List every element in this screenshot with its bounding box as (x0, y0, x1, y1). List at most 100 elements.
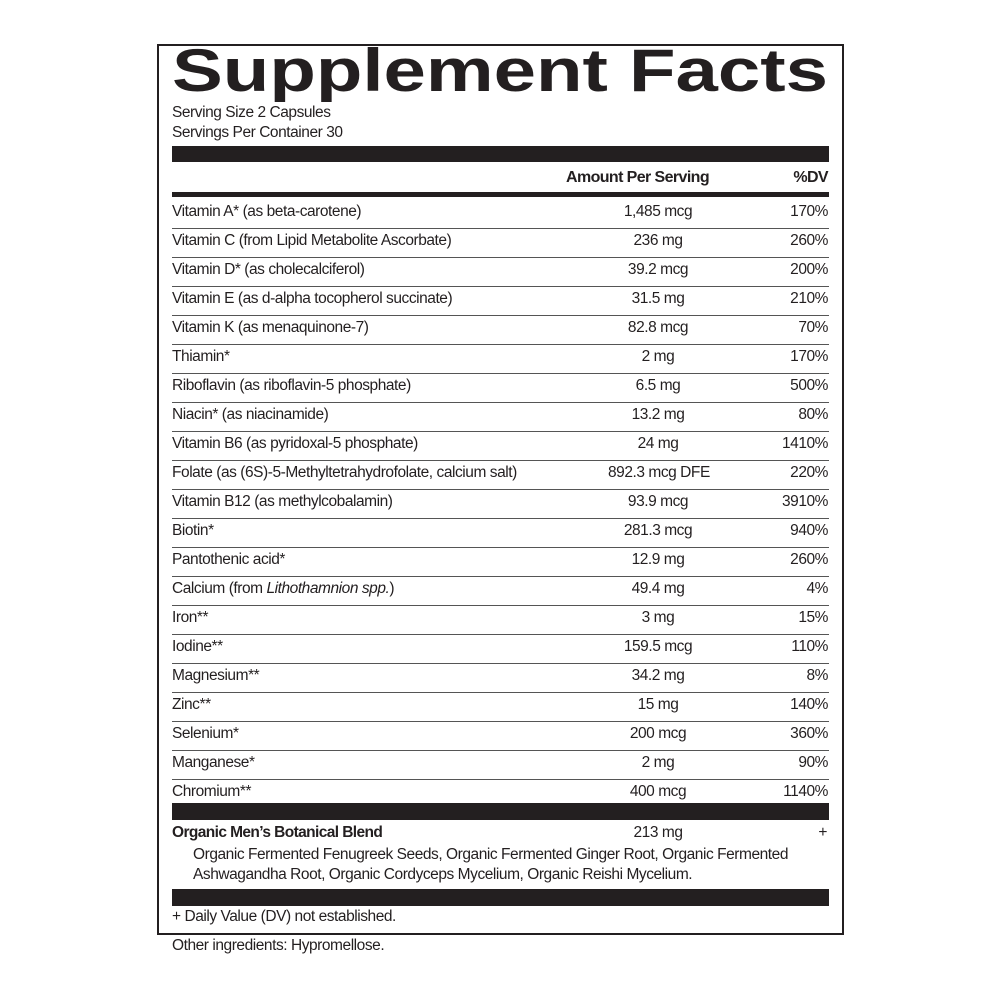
nutrient-amount: 236 mg (633, 232, 683, 249)
nutrient-dv: 220% (790, 464, 828, 481)
nutrient-dv: 170% (790, 348, 828, 365)
nutrient-name-text: Calcium (from (172, 580, 267, 597)
nutrient-dv: 3910% (781, 493, 828, 510)
nutrient-amount: 24 mg (637, 435, 679, 452)
nutrient-amount: 15 mg (637, 696, 679, 713)
nutrient-name-text: Selenium* (172, 725, 239, 742)
nutrient-name-text: Pantothenic acid* (172, 551, 285, 568)
nutrient-amount: 34.2 mg (631, 667, 685, 684)
nutrient-name-text: Thiamin* (172, 348, 230, 365)
panel-title: Supplement Facts (172, 44, 828, 102)
nutrient-dv: 170% (790, 203, 828, 220)
nutrient-name-text: Biotin* (172, 522, 214, 539)
nutrient-name: Vitamin E (as d-alpha tocopherol succina… (172, 290, 453, 308)
nutrient-dv: 1140% (783, 783, 828, 800)
nutrient-amount: 3 mg (641, 609, 675, 626)
nutrient-dv: 15% (798, 609, 828, 626)
nutrient-dv: 260% (790, 232, 828, 249)
other-ingredients: Other ingredients: Hypromellose. (172, 937, 385, 954)
nutrient-dv: 110% (791, 638, 828, 655)
nutrient-row: Vitamin A* (as beta-carotene) 1,485 mcg 17… (172, 199, 829, 229)
nutrient-amount: 2 mg (641, 754, 675, 771)
nutrient-name-italic: Lithothamnion spp. (266, 580, 390, 597)
nutrient-row: Pantothenic acid* 12.9 mg 260% (172, 547, 829, 577)
nutrient-row: Vitamin K (as menaquinone-7) 82.8 mcg 70% (172, 315, 829, 345)
nutrient-name-text: Vitamin B6 (as pyridoxal-5 phosphate) (172, 435, 418, 452)
nutrient-amount: 400 mcg (629, 783, 687, 800)
nutrient-dv: 360% (790, 725, 828, 742)
nutrient-dv: 8% (806, 667, 828, 684)
servings-per-container: Servings Per Container 30 (172, 124, 343, 141)
blend-ingredients-line2: Ashwagandha Root, Organic Cordyceps Myce… (193, 866, 693, 883)
nutrient-row: Chromium** 400 mcg 1140% (172, 779, 829, 808)
nutrient-dv: 200% (790, 261, 828, 278)
nutrient-dv: 940% (790, 522, 828, 539)
nutrient-amount: 281.3 mcg (623, 522, 693, 539)
divider-thick (172, 146, 829, 162)
nutrient-row: Vitamin B6 (as pyridoxal-5 phosphate) 24 … (172, 431, 829, 461)
nutrient-name: Manganese* (172, 754, 255, 772)
nutrient-dv: 80% (798, 406, 828, 423)
nutrient-dv: 210% (790, 290, 828, 307)
footnote: + Daily Value (DV) not established. (172, 908, 396, 925)
nutrient-name-text: Iodine** (172, 638, 223, 655)
nutrient-amount: 39.2 mcg (627, 261, 689, 278)
blend-ingredients-line1: Organic Fermented Fenugreek Seeds, Organ… (193, 846, 789, 863)
divider-thick (172, 889, 829, 906)
nutrient-amount: 892.3 mcg DFE (608, 464, 710, 481)
header-dv: %DV (793, 169, 828, 186)
nutrient-name: Vitamin K (as menaquinone-7) (172, 319, 369, 337)
nutrient-name-text: Folate (as (6S)-5-Methyltetrahydrofolate… (172, 464, 517, 481)
nutrient-name: Folate (as (6S)-5-Methyltetrahydrofolate… (172, 464, 517, 482)
nutrient-dv: 70% (798, 319, 828, 336)
nutrient-dv: 4% (806, 580, 828, 597)
nutrient-row: Folate (as (6S)-5-Methyltetrahydrofolate… (172, 460, 829, 490)
nutrient-name-text: Iron** (172, 609, 209, 626)
panel-title-wrap: Supplement Facts (172, 44, 828, 102)
nutrient-name-text: Manganese* (172, 754, 255, 771)
nutrient-name: Zinc** (172, 696, 211, 714)
nutrient-row: Biotin* 281.3 mcg 940% (172, 518, 829, 548)
nutrient-row: Manganese* 2 mg 90% (172, 750, 829, 780)
nutrient-row: Vitamin B12 (as methylcobalamin) 93.9 mcg… (172, 489, 829, 519)
nutrient-name-text: Vitamin D* (as cholecalciferol) (172, 261, 365, 278)
nutrient-name-text: Vitamin A* (as beta-carotene) (172, 203, 362, 220)
nutrient-name: Iodine** (172, 638, 223, 656)
nutrient-row: Vitamin E (as d-alpha tocopherol succina… (172, 286, 829, 316)
blend-amount: 213 mg (633, 824, 683, 841)
nutrient-row: Zinc** 15 mg 140% (172, 692, 829, 722)
nutrient-dv: 1410% (781, 435, 828, 452)
nutrient-row: Magnesium** 34.2 mg 8% (172, 663, 829, 693)
nutrient-amount: 49.4 mg (631, 580, 685, 597)
supplement-facts-panel (157, 44, 844, 935)
nutrient-name: Calcium (from Lithothamnion spp.) (172, 580, 395, 598)
blend-name: Organic Men’s Botanical Blend (172, 824, 383, 841)
nutrient-name-text: Riboflavin (as riboflavin-5 phosphate) (172, 377, 411, 394)
nutrient-name: Iron** (172, 609, 209, 627)
nutrient-amount: 93.9 mcg (627, 493, 689, 510)
nutrient-name: Vitamin B6 (as pyridoxal-5 phosphate) (172, 435, 418, 453)
nutrient-name-text: Vitamin B12 (as methylcobalamin) (172, 493, 393, 510)
nutrient-dv: 90% (798, 754, 828, 771)
nutrient-row: Vitamin D* (as cholecalciferol) 39.2 mcg 2… (172, 257, 829, 287)
nutrient-dv: 140% (790, 696, 828, 713)
nutrient-amount: 2 mg (641, 348, 675, 365)
nutrient-amount: 13.2 mg (631, 406, 685, 423)
nutrient-name: Magnesium** (172, 667, 260, 685)
blend-dv: + (818, 824, 827, 841)
nutrient-name-text: Vitamin E (as d-alpha tocopherol succina… (172, 290, 453, 307)
nutrient-name-suffix: ) (389, 580, 395, 597)
nutrient-name: Chromium** (172, 783, 252, 801)
nutrient-name-text: Vitamin C (from Lipid Metabolite Ascorba… (172, 232, 452, 249)
nutrient-name-text: Magnesium** (172, 667, 260, 684)
nutrient-row: Thiamin* 2 mg 170% (172, 344, 829, 374)
nutrient-amount: 12.9 mg (631, 551, 685, 568)
nutrient-name: Vitamin C (from Lipid Metabolite Ascorba… (172, 232, 452, 250)
nutrient-row: Selenium* 200 mcg 360% (172, 721, 829, 751)
nutrient-amount: 31.5 mg (631, 290, 685, 307)
nutrient-row: Riboflavin (as riboflavin-5 phosphate) 6.… (172, 373, 829, 403)
nutrient-amount: 200 mcg (629, 725, 687, 742)
divider-thick (172, 803, 829, 820)
nutrient-name: Niacin* (as niacinamide) (172, 406, 329, 424)
nutrient-name: Vitamin D* (as cholecalciferol) (172, 261, 365, 279)
